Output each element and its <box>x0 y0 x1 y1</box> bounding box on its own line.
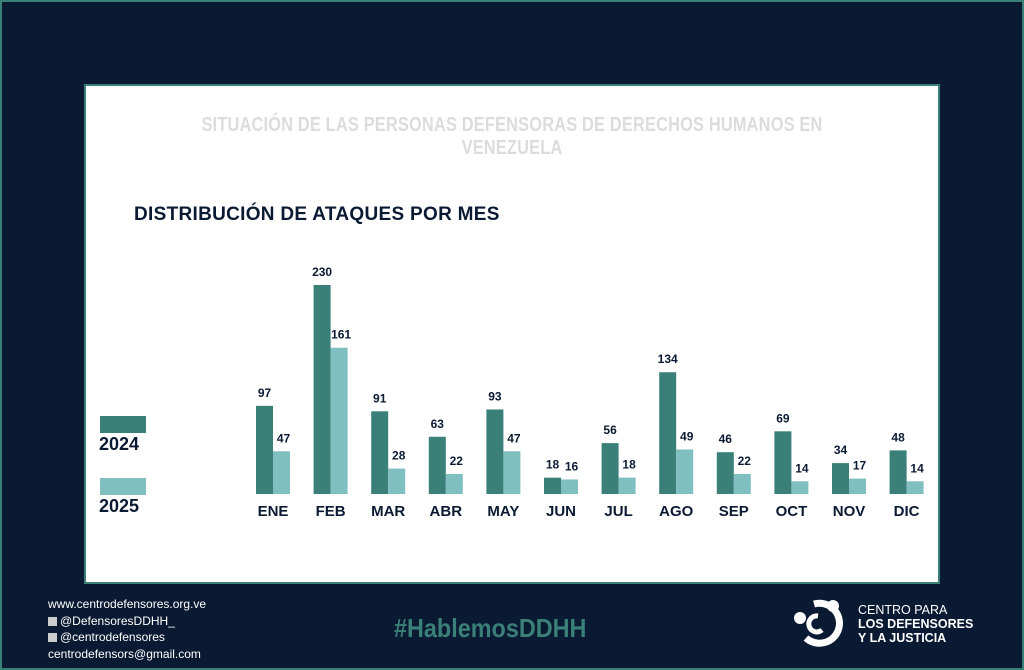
data-label: 97 <box>258 386 272 400</box>
bar-2024-oct <box>774 431 792 494</box>
data-label: 14 <box>795 461 809 475</box>
data-label: 28 <box>392 449 406 463</box>
legend-label: 2024 <box>99 434 139 454</box>
x-handle[interactable]: @DefensoresDDHH_ <box>60 613 175 628</box>
bar-2025-jul <box>618 477 636 494</box>
instagram-handle[interactable]: @centrodefensores <box>60 630 165 644</box>
data-label: 56 <box>603 423 617 437</box>
bar-2024-jun <box>544 477 561 494</box>
data-label: 22 <box>738 454 752 468</box>
bar-2025-nov <box>849 478 866 494</box>
data-label: 69 <box>776 411 790 425</box>
bar-2025-abr <box>445 474 463 494</box>
bar-2025-oct <box>791 481 809 494</box>
data-label: 17 <box>853 459 867 473</box>
bar-2024-ene <box>256 405 273 494</box>
x-tick-label: OCT <box>776 503 808 520</box>
data-label: 161 <box>331 328 351 342</box>
contact-info: www.centrodefensores.org.ve @DefensoresD… <box>48 596 206 662</box>
bar-2025-ago <box>676 449 694 494</box>
bar-2025-mar <box>388 468 406 494</box>
website-link[interactable]: www.centrodefensores.org.ve <box>48 597 207 611</box>
x-tick-label: ABR <box>430 503 463 520</box>
legend-label: 2025 <box>99 496 139 516</box>
data-label: 49 <box>680 429 694 443</box>
x-tick-label: JUN <box>546 503 576 520</box>
hashtag: #HablemosDDHH <box>394 613 587 643</box>
data-label: 34 <box>834 443 848 457</box>
bar-2024-mar <box>371 411 389 494</box>
legend-swatch-2025 <box>100 478 146 495</box>
x-tick-label: NOV <box>833 503 866 520</box>
data-label: 22 <box>450 454 464 468</box>
data-label: 18 <box>622 458 636 472</box>
logo-line-2: LOS DEFENSORES <box>858 617 974 631</box>
chart-panel: SITUACIÓN DE LAS PERSONAS DEFENSORAS DE … <box>84 84 940 584</box>
x-tick-label: FEB <box>316 503 346 520</box>
data-label: 93 <box>488 389 502 403</box>
logo-text: CENTRO PARA LOS DEFENSORES Y LA JUSTICIA <box>858 603 973 645</box>
bar-2024-dic <box>889 450 907 494</box>
bar-2025-may <box>503 451 521 494</box>
data-label: 230 <box>312 265 332 279</box>
instagram-icon <box>48 633 57 642</box>
data-label: 47 <box>507 431 521 445</box>
chart-title: DISTRIBUCIÓN DE ATAQUES POR MES <box>134 204 500 225</box>
x-tick-label: MAR <box>371 503 405 520</box>
x-tick-label: AGO <box>659 503 694 520</box>
logo-line-3: Y LA JUSTICIA <box>858 631 947 645</box>
bar-2024-jul <box>601 443 619 494</box>
data-label: 48 <box>891 430 905 444</box>
logo-icon <box>794 599 843 647</box>
email-link[interactable]: centrodefensors@gmail.com <box>48 646 201 661</box>
supertitle: SITUACIÓN DE LAS PERSONAS DEFENSORAS DE … <box>201 114 823 159</box>
bar-2025-feb <box>330 347 348 494</box>
x-tick-label: DIC <box>894 503 920 520</box>
data-label: 46 <box>719 432 733 446</box>
logo-line-1: CENTRO PARA <box>858 603 948 617</box>
x-icon <box>48 616 57 626</box>
data-label: 47 <box>277 431 291 445</box>
bar-2024-nov <box>832 463 849 494</box>
data-label: 14 <box>910 461 924 475</box>
data-label: 63 <box>431 417 445 431</box>
data-label: 91 <box>373 391 387 405</box>
x-tick-label: MAY <box>487 503 519 520</box>
bar-2025-sep <box>733 474 751 494</box>
data-label: 18 <box>546 458 560 472</box>
bar-2024-abr <box>428 436 446 494</box>
bar-2024-may <box>486 409 504 494</box>
x-tick-label: JUL <box>604 503 632 520</box>
x-tick-label: SEP <box>719 503 749 520</box>
bar-2024-ago <box>659 372 677 494</box>
bar-2024-sep <box>716 452 734 494</box>
data-label: 134 <box>658 352 678 366</box>
bar-2024-feb <box>313 285 331 494</box>
x-tick-label: ENE <box>258 503 289 520</box>
bar-2025-dic <box>906 481 924 494</box>
bar-2025-jun <box>561 479 578 494</box>
bar-2025-ene <box>273 451 290 494</box>
legend-swatch-2024 <box>100 416 146 433</box>
data-label: 16 <box>565 459 579 473</box>
